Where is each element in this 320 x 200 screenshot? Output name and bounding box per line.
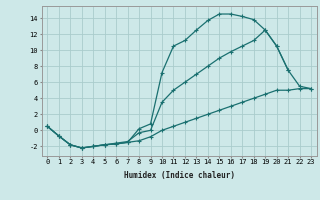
X-axis label: Humidex (Indice chaleur): Humidex (Indice chaleur)	[124, 171, 235, 180]
